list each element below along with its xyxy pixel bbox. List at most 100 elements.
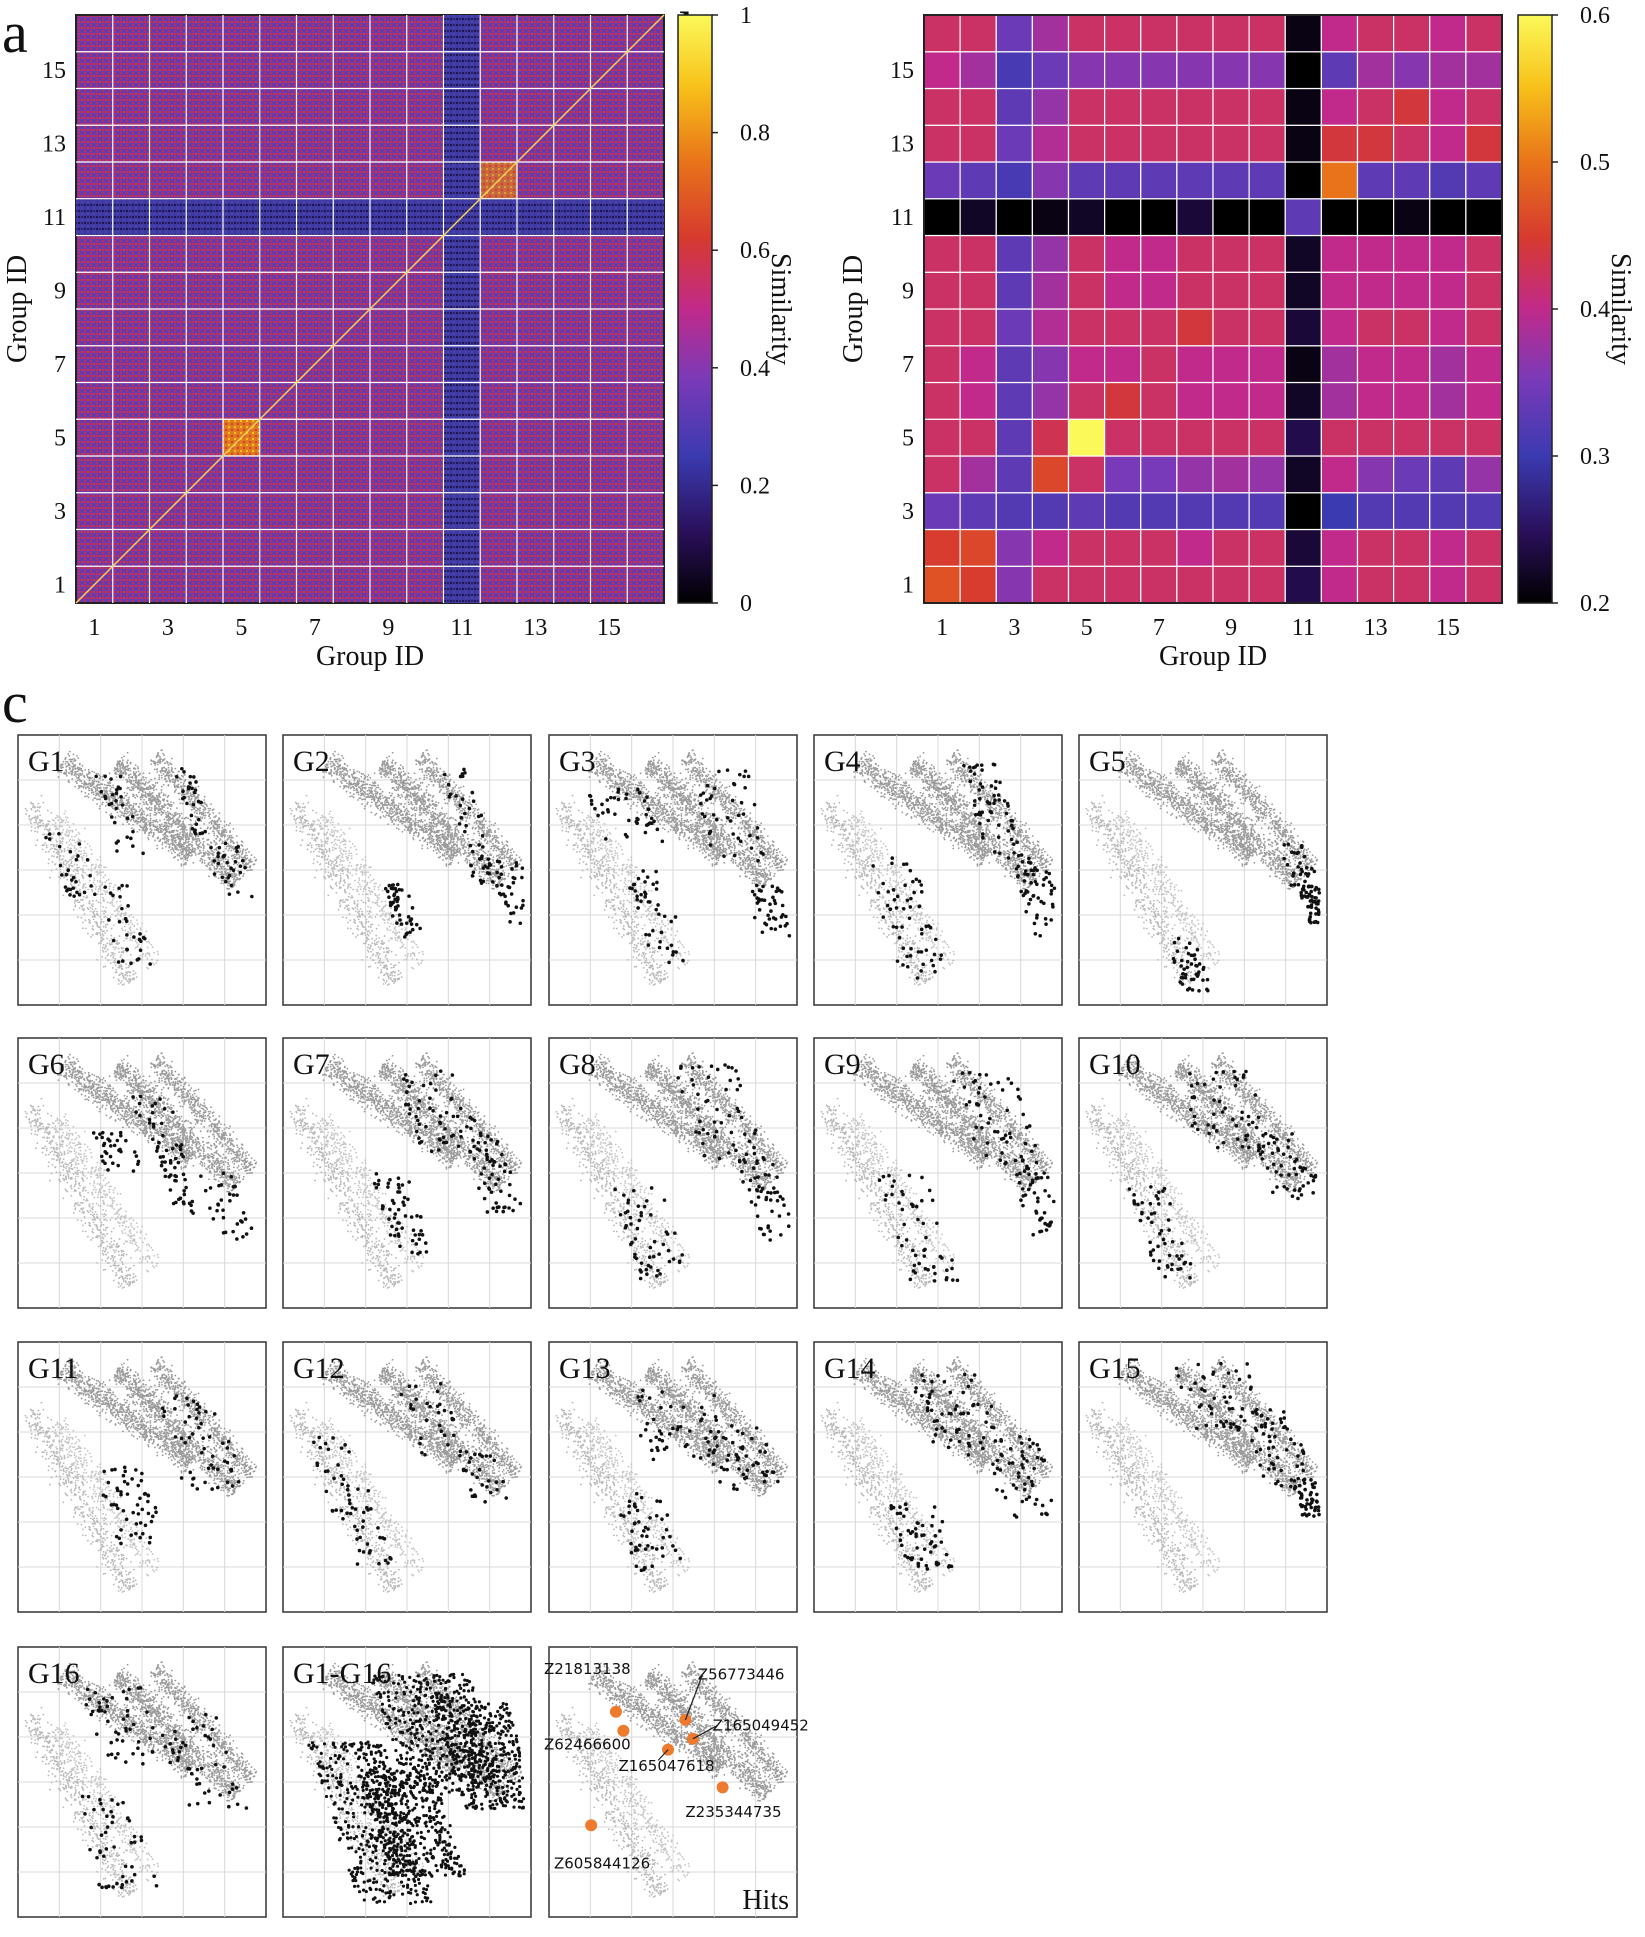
heatmap-cell <box>1249 199 1285 236</box>
background-point <box>165 837 167 839</box>
heatmap-cell <box>1430 125 1466 162</box>
background-point <box>139 811 141 813</box>
background-point <box>130 808 132 810</box>
x-tick-label: 13 <box>523 615 547 641</box>
heatmap-cell <box>996 530 1032 567</box>
heatmap-cell <box>1177 125 1213 162</box>
background-point <box>137 766 139 768</box>
heatmap-cell <box>1105 566 1141 603</box>
background-point <box>219 874 221 876</box>
background-point <box>121 807 123 809</box>
heatmap-cell <box>1285 346 1321 383</box>
background-point <box>102 802 104 804</box>
background-point <box>109 790 111 792</box>
heatmap-cell <box>1249 566 1285 603</box>
heatmap-cell <box>1032 236 1068 273</box>
heatmap-cell <box>1321 383 1357 420</box>
background-point <box>144 821 146 823</box>
background-point <box>223 861 225 863</box>
background-point <box>170 801 172 803</box>
background-point <box>155 819 157 821</box>
heatmap-cell <box>1213 272 1249 309</box>
x-tick-label: 11 <box>1292 615 1315 641</box>
heatmap-cell <box>996 52 1032 89</box>
heatmap-cell <box>1285 89 1321 126</box>
background-point <box>145 818 147 820</box>
background-point <box>124 792 126 794</box>
background-point <box>204 860 206 862</box>
colorbar-label: Similarity <box>765 253 796 365</box>
background-point <box>66 775 68 777</box>
heatmap-cell <box>1321 272 1357 309</box>
heatmap-cell <box>1105 199 1141 236</box>
background-point <box>173 837 175 839</box>
background-point <box>132 824 134 826</box>
heatmap-cell <box>1466 346 1502 383</box>
heatmap-cell <box>1321 89 1357 126</box>
heatmap-cell <box>1285 566 1321 603</box>
heatmap-cell <box>1358 125 1394 162</box>
heatmap-cell <box>1069 15 1105 52</box>
heatmap-cell <box>1213 419 1249 456</box>
heatmap-cell <box>1213 309 1249 346</box>
heatmap-cell <box>1177 272 1213 309</box>
background-point <box>150 824 152 826</box>
background-point <box>105 787 107 789</box>
background-point <box>65 773 67 775</box>
background-point <box>150 818 152 820</box>
heatmap-cell <box>1177 530 1213 567</box>
background-point <box>171 834 173 836</box>
heatmap-cell <box>1430 15 1466 52</box>
background-point <box>127 812 129 814</box>
background-point <box>102 776 104 778</box>
background-point <box>181 838 183 840</box>
heatmap-cell <box>1466 566 1502 603</box>
heatmap-cell <box>1249 493 1285 530</box>
heatmap-cell <box>1358 272 1394 309</box>
background-point <box>76 755 78 757</box>
y-tick-label: 11 <box>891 205 914 231</box>
background-point <box>70 770 72 772</box>
background-point <box>111 806 113 808</box>
background-point <box>83 785 85 787</box>
heatmap-cell <box>1394 530 1430 567</box>
background-point <box>177 833 179 835</box>
background-point <box>93 771 95 773</box>
scatter-grid-c: G1 G2 G3 G4 G5G6 G7 G8 G9 G10G11 G12 G13 G14 G15G16 G… <box>18 735 1327 1917</box>
background-point <box>77 779 79 781</box>
background-point <box>139 829 141 831</box>
background-point <box>126 802 128 804</box>
background-point <box>132 811 134 813</box>
heatmap-cell <box>1069 530 1105 567</box>
colorbar <box>678 15 712 603</box>
heatmap-cell <box>1394 15 1430 52</box>
heatmap-cell <box>996 566 1032 603</box>
background-point <box>68 759 70 761</box>
background-point <box>126 804 128 806</box>
heatmap-cell <box>996 236 1032 273</box>
heatmap-cell <box>1285 52 1321 89</box>
heatmap-cell <box>1430 309 1466 346</box>
heatmap-cell <box>1213 493 1249 530</box>
background-point <box>84 796 86 798</box>
heatmap-cell <box>1069 236 1105 273</box>
background-point <box>103 787 105 789</box>
heatmap-cell <box>1105 125 1141 162</box>
heatmap-cell <box>1321 15 1357 52</box>
background-point <box>94 787 96 789</box>
heatmap-cell <box>1032 52 1068 89</box>
background-point <box>136 814 138 816</box>
background-point <box>119 802 121 804</box>
heatmap-cell <box>924 15 960 52</box>
background-point <box>175 846 177 848</box>
background-point <box>121 799 123 801</box>
background-point <box>140 820 142 822</box>
background-point <box>100 796 102 798</box>
background-point <box>78 775 80 777</box>
background-point <box>148 839 150 841</box>
heatmap-cell <box>1249 530 1285 567</box>
scatter-panel: G1 <box>18 735 266 1005</box>
x-tick-label: 3 <box>162 615 174 641</box>
heatmap-cell <box>960 272 996 309</box>
heatmap-cell <box>1321 309 1357 346</box>
